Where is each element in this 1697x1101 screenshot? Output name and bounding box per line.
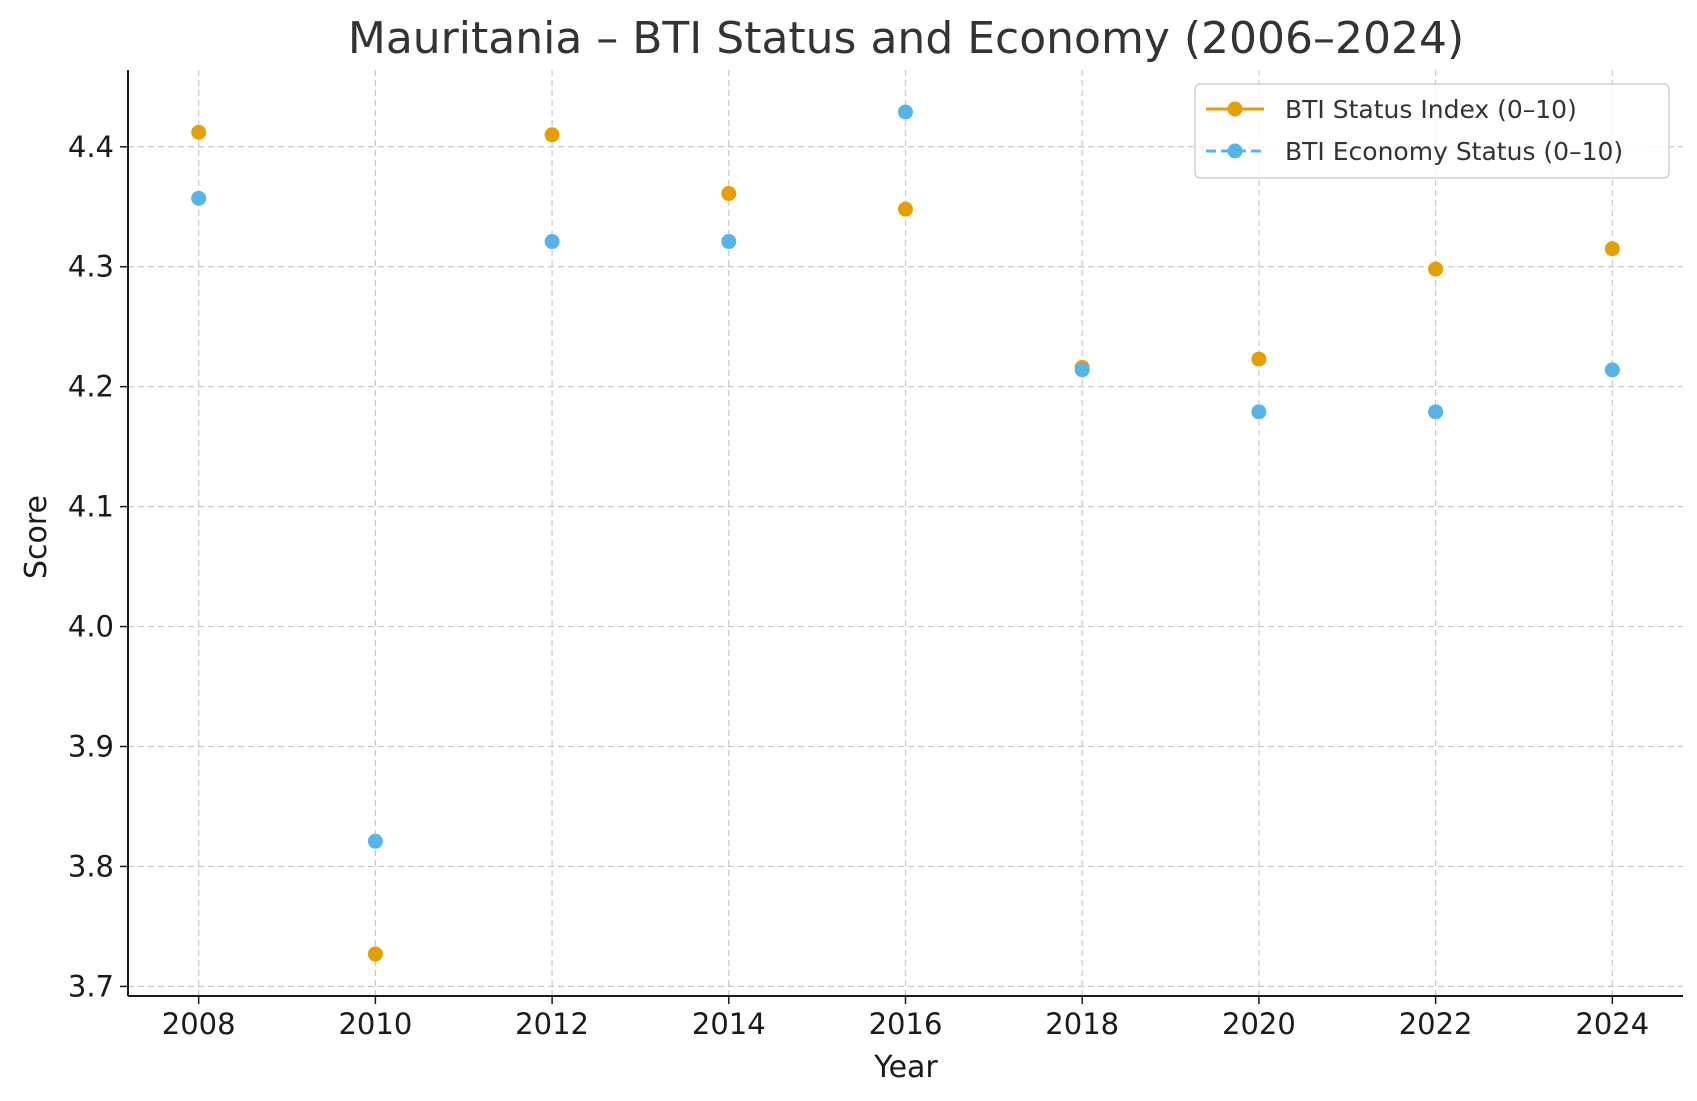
y-tick-label: 4.1	[68, 490, 114, 524]
x-tick-label: 2010	[338, 1007, 412, 1041]
x-tick-label: 2020	[1222, 1007, 1296, 1041]
data-point	[721, 186, 737, 202]
data-point	[544, 127, 560, 143]
data-point	[1604, 362, 1620, 378]
series-1	[191, 124, 1620, 962]
data-point	[367, 946, 383, 962]
data-point	[1604, 241, 1620, 257]
legend-marker	[1227, 101, 1243, 117]
x-tick-label: 2024	[1575, 1007, 1649, 1041]
x-tick-label: 2016	[869, 1007, 943, 1041]
y-tick-label: 3.8	[68, 849, 114, 883]
legend-label: BTI Status Index (0–10)	[1285, 95, 1577, 124]
data-points	[191, 104, 1620, 962]
x-tick-label: 2012	[515, 1007, 589, 1041]
y-tick-label: 3.9	[68, 730, 114, 764]
data-point	[191, 124, 207, 140]
x-axis-title: Year	[873, 1050, 938, 1085]
y-axis-title: Score	[19, 495, 54, 579]
legend-label: BTI Economy Status (0–10)	[1285, 137, 1623, 166]
y-tick-label: 4.2	[68, 370, 114, 404]
y-tick-label: 4.3	[68, 250, 114, 284]
legend-box	[1194, 83, 1670, 179]
x-tick-label: 2008	[162, 1007, 236, 1041]
data-point	[1251, 404, 1267, 420]
y-tick-label: 4.0	[68, 610, 114, 644]
x-tick-label: 2014	[692, 1007, 766, 1041]
x-tick-label: 2018	[1045, 1007, 1119, 1041]
data-point	[191, 190, 207, 206]
y-tick-label: 3.7	[68, 969, 114, 1003]
data-point	[1251, 351, 1267, 367]
data-point	[1428, 404, 1444, 420]
data-point	[898, 201, 913, 217]
tick-labels: 2008 2010 2012 2014 2016 2018 2020 2022 2024 3.7 3…	[68, 130, 1649, 1041]
data-point	[721, 234, 737, 250]
data-point	[544, 234, 560, 250]
data-point	[1428, 261, 1444, 277]
axes	[120, 70, 1683, 1004]
data-point	[1074, 362, 1090, 378]
data-point	[898, 104, 913, 120]
legend: BTI Status Index (0–10) BTI Economy Statu…	[1194, 83, 1670, 179]
x-tick-label: 2022	[1399, 1007, 1473, 1041]
chart-title: Mauritania – BTI Status and Economy (200…	[348, 13, 1464, 64]
data-point	[367, 833, 383, 849]
series-2	[191, 104, 1620, 849]
y-tick-label: 4.4	[68, 130, 114, 164]
legend-marker	[1227, 143, 1243, 159]
